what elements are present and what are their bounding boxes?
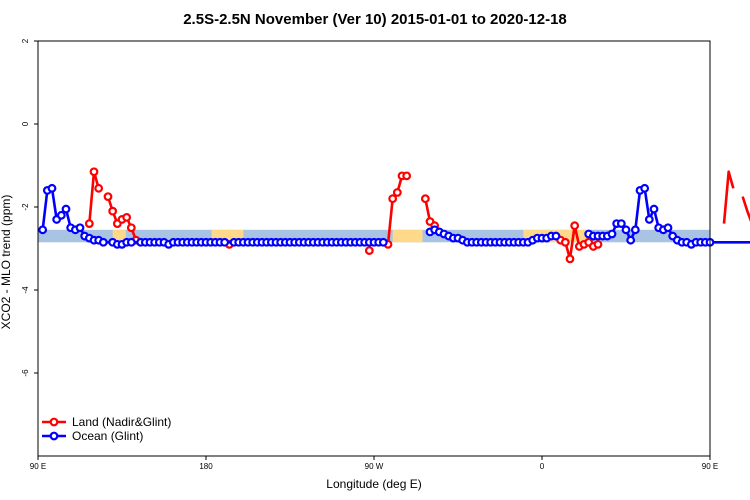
legend-item-ocean: Ocean (Glint) [42, 429, 143, 443]
ocean-point [38, 225, 48, 235]
y-tick-label: -2 [21, 203, 30, 211]
land-series-line [722, 170, 735, 224]
ocean-point [616, 219, 626, 229]
land-point [420, 194, 430, 204]
legend-item-land: Land (Nadir&Glint) [42, 415, 171, 429]
ocean-point [630, 225, 640, 235]
land-point [565, 254, 575, 264]
ocean-point [220, 237, 230, 247]
x-tick-label: 180 [199, 462, 213, 471]
land-point [89, 167, 99, 177]
ocean-point [663, 223, 673, 233]
land-point [402, 171, 412, 181]
land-band-segment [112, 229, 126, 243]
ocean-point [61, 204, 71, 214]
land-band-segment [392, 229, 423, 243]
ocean-point [640, 183, 650, 193]
ocean-point [621, 225, 631, 235]
land-point [108, 206, 118, 216]
land-point [84, 219, 94, 229]
y-tick-label: -6 [21, 369, 30, 377]
ocean-point [551, 231, 561, 241]
land-point [364, 246, 374, 255]
x-axis: 90 E 180 90 W 0 90 E [30, 456, 718, 471]
land-point [126, 223, 136, 233]
x-axis-label: Longitude (deg E) [326, 477, 421, 491]
y-axis: 2 0 -2 -4 -6 [21, 38, 38, 377]
ocean-series [38, 183, 750, 249]
land-series-line [741, 196, 750, 222]
legend-label: Ocean (Glint) [72, 429, 143, 443]
ocean-point [607, 229, 617, 239]
legend-label: Land (Nadir&Glint) [72, 415, 171, 429]
ocean-point [649, 204, 659, 214]
land-point [122, 212, 132, 222]
y-tick-label: -4 [21, 286, 30, 294]
land-point [560, 237, 570, 247]
ocean-point [47, 183, 57, 193]
ocean-point [56, 210, 66, 220]
x-tick-label: 0 [540, 462, 545, 471]
y-tick-label: 2 [21, 38, 30, 43]
land-point [103, 192, 113, 202]
chart-title: 2.5S-2.5N November (Ver 10) 2015-01-01 t… [183, 11, 567, 28]
land-point [94, 183, 104, 193]
ocean-point [644, 215, 654, 224]
land-point [593, 239, 603, 249]
y-axis-label: XCO2 - MLO trend (ppm) [0, 195, 13, 330]
ocean-point [378, 237, 388, 247]
legend-swatch-marker [49, 431, 59, 441]
ocean-point [626, 235, 636, 245]
y-tick-label: 0 [21, 121, 30, 126]
legend-swatch-marker [49, 417, 59, 427]
x-tick-label: 90 W [365, 462, 384, 471]
land-point [570, 221, 580, 231]
x-tick-label: 90 E [702, 462, 718, 471]
ocean-point [75, 223, 85, 233]
land-point [392, 188, 402, 197]
ocean-point [126, 237, 136, 247]
legend: Land (Nadir&Glint)Ocean (Glint) [42, 415, 171, 443]
plot-area [38, 167, 750, 264]
x-tick-label: 90 E [30, 462, 46, 471]
ocean-point [98, 237, 108, 247]
land-series-line [88, 170, 100, 224]
land-point [388, 194, 398, 204]
plot-frame [37, 40, 711, 457]
